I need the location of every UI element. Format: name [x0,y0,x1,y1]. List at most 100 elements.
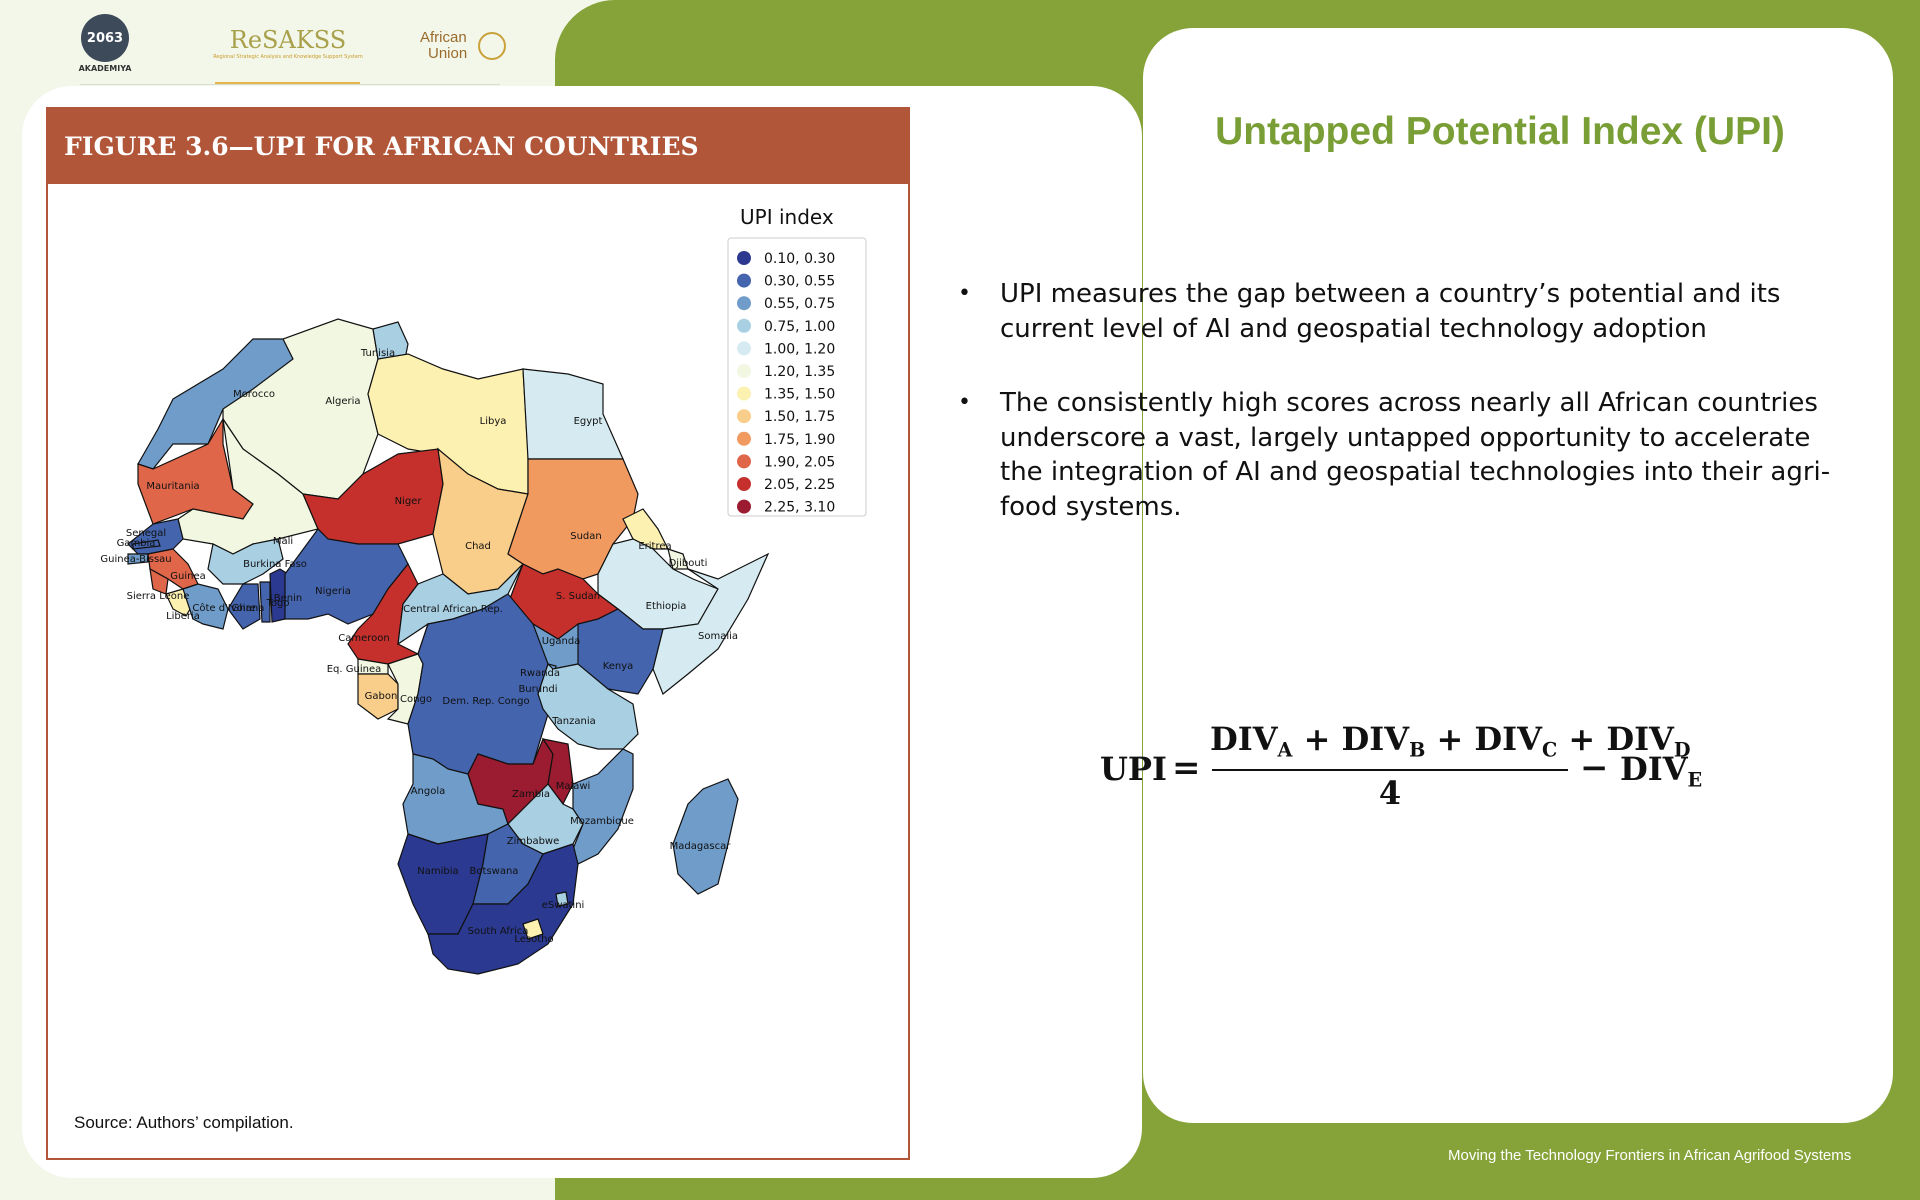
country-egypt [522,368,624,460]
country-label: Mauritania [146,481,199,492]
country-label: S. Sudan [556,591,600,602]
figure-source: Source: Authors’ compilation. [74,1113,294,1132]
akademiya-logo-mark: 2063 [81,14,129,62]
legend-label: 1.75, 1.90 [764,432,835,448]
country-label: Sierra Leone [127,591,190,602]
country-label: Central African Rep. [403,604,503,615]
country-label: Botswana [470,866,519,877]
slide-title: Untapped Potential Index (UPI) [1215,110,1785,153]
formula-plus: + [1292,720,1342,758]
bullet-dot: • [958,390,971,415]
country-lesotho [522,918,544,940]
upi-figure: FIGURE 3.6—UPI FOR AFRICAN COUNTRIES Alg… [46,107,910,1160]
country-label: Cameroon [338,633,389,644]
country-south-africa [427,843,579,975]
country-c-te-d-ivoire [182,583,229,630]
legend-swatch [737,251,751,265]
country-label: Nigeria [315,586,351,597]
country-label: Mozambique [570,816,634,827]
country-label: Guinea-Bissau [100,554,171,565]
au-logo-line1: African [420,29,467,46]
country-label: Eritrea [638,541,671,552]
legend-swatch [737,477,751,491]
country-label: Congo [400,694,432,705]
legend-swatch [737,409,751,424]
country-somalia [652,552,770,695]
legend-swatch [737,386,751,401]
figure-title: FIGURE 3.6—UPI FOR AFRICAN COUNTRIES [48,109,908,184]
right-content-card [1143,28,1893,1123]
formula-equals: = [1172,748,1201,788]
country-cameroon [347,562,420,665]
formula-subtract-term: DIVE [1620,750,1702,792]
country-label: Tanzania [551,716,596,727]
formula-term-sub: E [1687,768,1703,792]
country-label: Gambia [117,538,156,549]
country-label: Morocco [233,389,275,400]
country-guinea-bissau [127,553,149,565]
akademiya-logo: 2063 AKADEMIYA [75,12,135,82]
legend-label: 1.35, 1.50 [764,387,835,403]
country-label: Kenya [603,661,634,672]
upi-formula: UPI = DIVA + DIVB + DIVC + DIVD 4 − DIVE [1100,720,1800,820]
country-label: Sudan [570,531,602,542]
country-label: Namibia [417,866,458,877]
country-label: Chad [465,541,491,552]
legend-swatch [737,318,751,333]
country-label: Angola [411,786,446,797]
partner-logos: 2063 AKADEMIYA ReSAKSS Regional Strategi… [75,12,535,86]
legend-swatch [737,499,751,514]
legend-box [727,237,867,517]
country-label: Gabon [365,691,398,702]
bullet-item: • UPI measures the gap between a country… [958,277,1848,346]
formula-plus: + [1557,720,1607,758]
legend-swatch [737,296,751,311]
country-togo [259,581,271,623]
resakss-logo-subtitle: Regional Strategic Analysis and Knowledg… [213,54,363,60]
legend-label: 0.55, 0.75 [764,296,835,312]
legend-label: 1.20, 1.35 [764,364,835,380]
resakss-logo: ReSAKSS Regional Strategic Analysis and … [213,26,363,60]
resakss-underline [215,82,360,84]
formula-term: DIVC [1474,720,1558,762]
country-label: Liberia [166,611,200,622]
legend-swatch [737,431,751,446]
country-label: Algeria [325,396,360,407]
legend-title: UPI index [740,205,834,229]
country-label: South Africa [468,926,529,937]
country-label: Senegal [126,528,166,539]
country-label: Rwanda [520,668,560,679]
legend-label: 0.10, 0.30 [764,251,835,267]
legend-label: 2.25, 3.10 [764,500,835,516]
country-label: Djibouti [669,558,708,569]
country-label: eSwatini [542,900,585,911]
footer-tagline: Moving the Technology Frontiers in Afric… [1448,1147,1852,1164]
resakss-logo-name: ReSAKSS [229,26,347,54]
country-label: Uganda [542,636,581,647]
country-label: Malawi [556,781,591,792]
country-label: Madagascar [670,841,732,852]
formula-minus: − [1580,748,1609,788]
legend-label: 0.30, 0.55 [764,274,835,290]
country-label: Niger [395,496,423,507]
country-label: Guinea [170,571,205,582]
legend-swatch [737,273,751,288]
country-label: Ethiopia [646,601,687,612]
country-eswatini [555,891,569,907]
formula-term: DIVA [1210,720,1293,762]
country-label: Zambia [512,789,550,800]
logos-divider [80,84,500,85]
bullet-list: • UPI measures the gap between a country… [958,277,1848,564]
country-label: Zimbabwe [507,836,560,847]
bullet-item: • The consistently high scores across ne… [958,386,1848,524]
bullet-dot: • [958,281,971,306]
country-madagascar [672,778,739,895]
country-label: Burundi [518,684,557,695]
formula-denominator: 4 [1378,774,1402,812]
country-label: Benin [274,593,302,604]
country-label: Eq. Guinea [327,664,382,675]
african-union-logo: African Union [420,30,520,62]
formula-plus: + [1425,720,1475,758]
legend-label: 1.00, 1.20 [764,341,835,357]
formula-numerator: DIVA + DIVB + DIVC + DIVD [1210,720,1691,762]
